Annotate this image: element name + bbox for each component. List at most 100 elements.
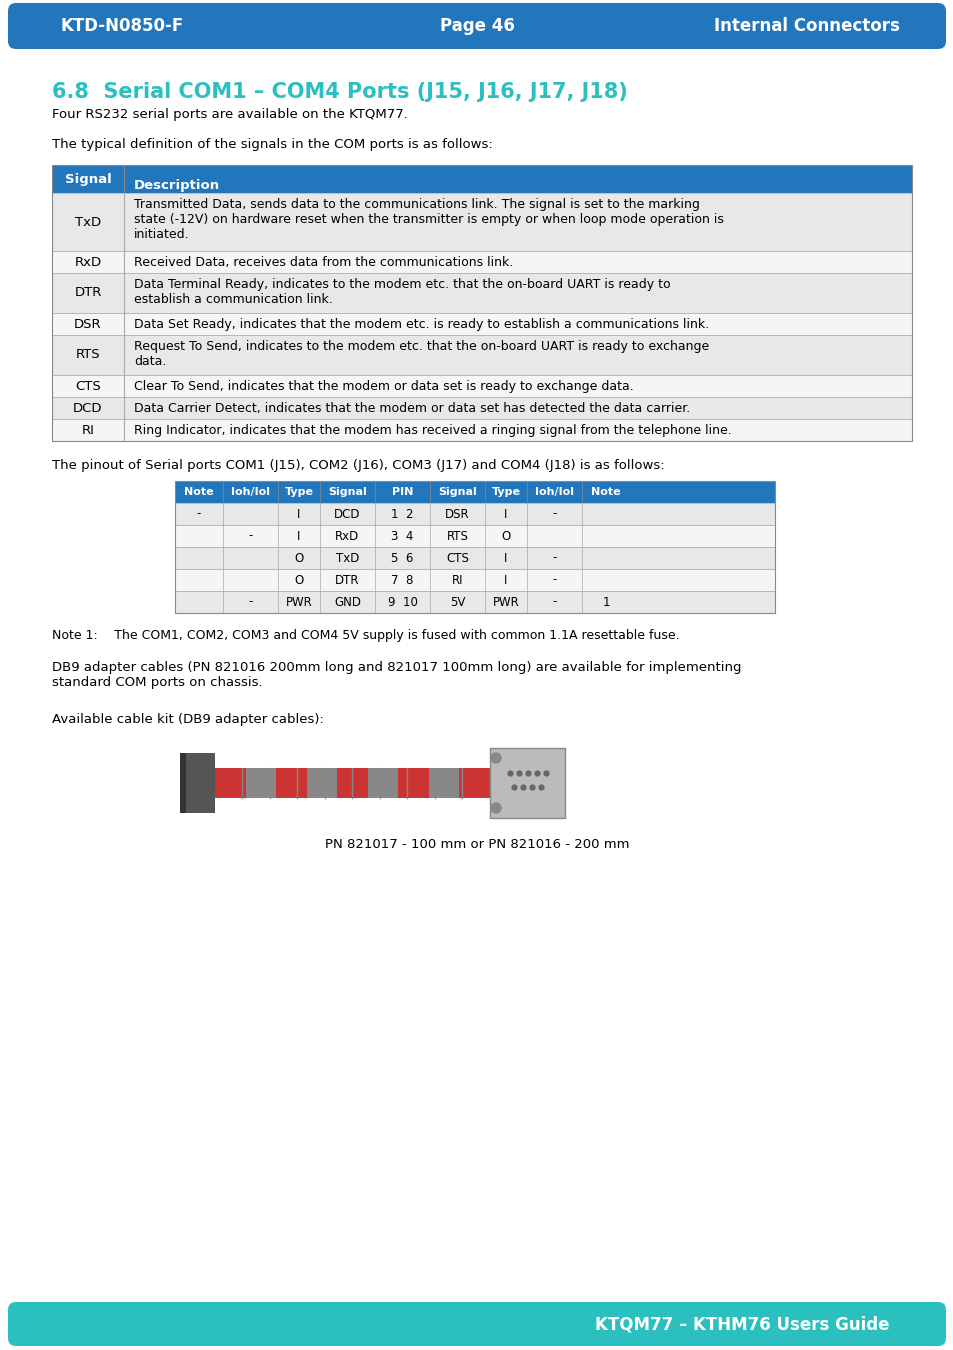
FancyBboxPatch shape bbox=[8, 1301, 945, 1346]
Text: PWR: PWR bbox=[285, 595, 312, 609]
Bar bbox=[490, 748, 564, 818]
Text: The typical definition of the signals in the COM ports is as follows:: The typical definition of the signals in… bbox=[52, 138, 493, 151]
Text: Note: Note bbox=[591, 487, 620, 497]
Bar bbox=[174, 481, 774, 613]
Bar bbox=[52, 397, 911, 418]
Bar bbox=[174, 481, 774, 504]
Bar bbox=[52, 165, 911, 193]
Text: CTS: CTS bbox=[446, 552, 469, 564]
Text: DCD: DCD bbox=[73, 401, 103, 414]
Text: -: - bbox=[248, 595, 253, 609]
Text: Signal: Signal bbox=[65, 173, 112, 185]
Text: 3  4: 3 4 bbox=[391, 529, 414, 543]
Text: CTS: CTS bbox=[75, 379, 101, 393]
Bar bbox=[306, 768, 336, 798]
Text: -: - bbox=[552, 574, 557, 586]
Text: I: I bbox=[504, 508, 507, 521]
Circle shape bbox=[491, 753, 500, 763]
Text: Description: Description bbox=[133, 180, 220, 192]
Text: RI: RI bbox=[81, 424, 94, 436]
Text: -: - bbox=[552, 508, 557, 521]
Text: Transmitted Data, sends data to the communications link. The signal is set to th: Transmitted Data, sends data to the comm… bbox=[133, 198, 723, 242]
Text: 5  6: 5 6 bbox=[391, 552, 414, 564]
Text: RxD: RxD bbox=[335, 529, 359, 543]
Text: The pinout of Serial ports COM1 (J15), COM2 (J16), COM3 (J17) and COM4 (J18) is : The pinout of Serial ports COM1 (J15), C… bbox=[52, 459, 664, 472]
Text: Clear To Send, indicates that the modem or data set is ready to exchange data.: Clear To Send, indicates that the modem … bbox=[133, 379, 633, 393]
Text: Data Carrier Detect, indicates that the modem or data set has detected the data : Data Carrier Detect, indicates that the … bbox=[133, 402, 690, 414]
Bar bbox=[174, 568, 774, 591]
Circle shape bbox=[491, 803, 500, 813]
Text: -: - bbox=[552, 552, 557, 564]
Bar bbox=[174, 504, 774, 525]
Text: 1  2: 1 2 bbox=[391, 508, 414, 521]
Text: TxD: TxD bbox=[335, 552, 359, 564]
Bar bbox=[368, 768, 398, 798]
Text: 7  8: 7 8 bbox=[391, 574, 414, 586]
Text: Signal: Signal bbox=[437, 487, 476, 497]
Bar bbox=[245, 768, 275, 798]
Bar bbox=[174, 591, 774, 613]
Bar bbox=[52, 273, 911, 313]
Text: -: - bbox=[552, 595, 557, 609]
Text: DCD: DCD bbox=[334, 508, 360, 521]
Text: I: I bbox=[504, 552, 507, 564]
Bar bbox=[52, 418, 911, 441]
Text: O: O bbox=[294, 574, 303, 586]
Text: RI: RI bbox=[452, 574, 463, 586]
Bar bbox=[180, 753, 214, 813]
Text: Available cable kit (DB9 adapter cables):: Available cable kit (DB9 adapter cables)… bbox=[52, 713, 323, 726]
Bar bbox=[174, 547, 774, 568]
Text: RTS: RTS bbox=[446, 529, 468, 543]
Text: Type: Type bbox=[284, 487, 314, 497]
Text: RTS: RTS bbox=[75, 348, 100, 362]
Bar bbox=[214, 768, 490, 798]
Text: 5V: 5V bbox=[450, 595, 465, 609]
Text: Note: Note bbox=[184, 487, 213, 497]
Text: Internal Connectors: Internal Connectors bbox=[714, 18, 899, 35]
Text: 6.8  Serial COM1 – COM4 Ports (J15, J16, J17, J18): 6.8 Serial COM1 – COM4 Ports (J15, J16, … bbox=[52, 82, 627, 103]
Text: PIN: PIN bbox=[392, 487, 413, 497]
Text: Request To Send, indicates to the modem etc. that the on-board UART is ready to : Request To Send, indicates to the modem … bbox=[133, 340, 708, 369]
Text: PWR: PWR bbox=[492, 595, 518, 609]
Text: 1: 1 bbox=[601, 595, 609, 609]
Bar bbox=[52, 193, 911, 251]
Text: Received Data, receives data from the communications link.: Received Data, receives data from the co… bbox=[133, 256, 513, 269]
Text: KTD-N0850-F: KTD-N0850-F bbox=[60, 18, 183, 35]
Bar bbox=[52, 375, 911, 397]
Text: Ioh/Iol: Ioh/Iol bbox=[231, 487, 270, 497]
Text: KTQM77 – KTHM76 Users Guide: KTQM77 – KTHM76 Users Guide bbox=[595, 1315, 889, 1332]
Text: Data Terminal Ready, indicates to the modem etc. that the on-board UART is ready: Data Terminal Ready, indicates to the mo… bbox=[133, 278, 670, 306]
Text: GND: GND bbox=[334, 595, 360, 609]
Text: DTR: DTR bbox=[335, 574, 359, 586]
Text: I: I bbox=[297, 529, 300, 543]
Bar bbox=[490, 748, 564, 818]
Text: -: - bbox=[196, 508, 201, 521]
Bar bbox=[490, 748, 564, 818]
Text: Four RS232 serial ports are available on the KTQM77.: Four RS232 serial ports are available on… bbox=[52, 108, 408, 122]
Text: Ioh/Iol: Ioh/Iol bbox=[535, 487, 574, 497]
Text: DTR: DTR bbox=[74, 286, 102, 300]
Text: Note 1:  The COM1, COM2, COM3 and COM4 5V supply is fused with common 1.1A reset: Note 1: The COM1, COM2, COM3 and COM4 5V… bbox=[52, 629, 679, 643]
Text: I: I bbox=[297, 508, 300, 521]
Bar bbox=[214, 768, 490, 798]
Text: DB9 adapter cables (PN 821016 200mm long and 821017 100mm long) are available fo: DB9 adapter cables (PN 821016 200mm long… bbox=[52, 662, 740, 688]
Text: DSR: DSR bbox=[445, 508, 469, 521]
FancyBboxPatch shape bbox=[8, 3, 945, 49]
Bar bbox=[52, 165, 911, 441]
Bar bbox=[174, 525, 774, 547]
Text: Page 46: Page 46 bbox=[439, 18, 514, 35]
Bar bbox=[180, 753, 186, 813]
Bar bbox=[52, 335, 911, 375]
Text: -: - bbox=[248, 529, 253, 543]
Text: Data Set Ready, indicates that the modem etc. is ready to establish a communicat: Data Set Ready, indicates that the modem… bbox=[133, 319, 708, 331]
Text: O: O bbox=[294, 552, 303, 564]
Bar bbox=[429, 768, 459, 798]
Text: TxD: TxD bbox=[75, 216, 101, 228]
Text: Ring Indicator, indicates that the modem has received a ringing signal from the : Ring Indicator, indicates that the modem… bbox=[133, 424, 731, 437]
Text: Type: Type bbox=[491, 487, 520, 497]
Bar bbox=[52, 251, 911, 273]
Text: PN 821017 - 100 mm or PN 821016 - 200 mm: PN 821017 - 100 mm or PN 821016 - 200 mm bbox=[324, 838, 629, 850]
Text: I: I bbox=[504, 574, 507, 586]
Bar bbox=[52, 313, 911, 335]
Text: 9  10: 9 10 bbox=[387, 595, 417, 609]
